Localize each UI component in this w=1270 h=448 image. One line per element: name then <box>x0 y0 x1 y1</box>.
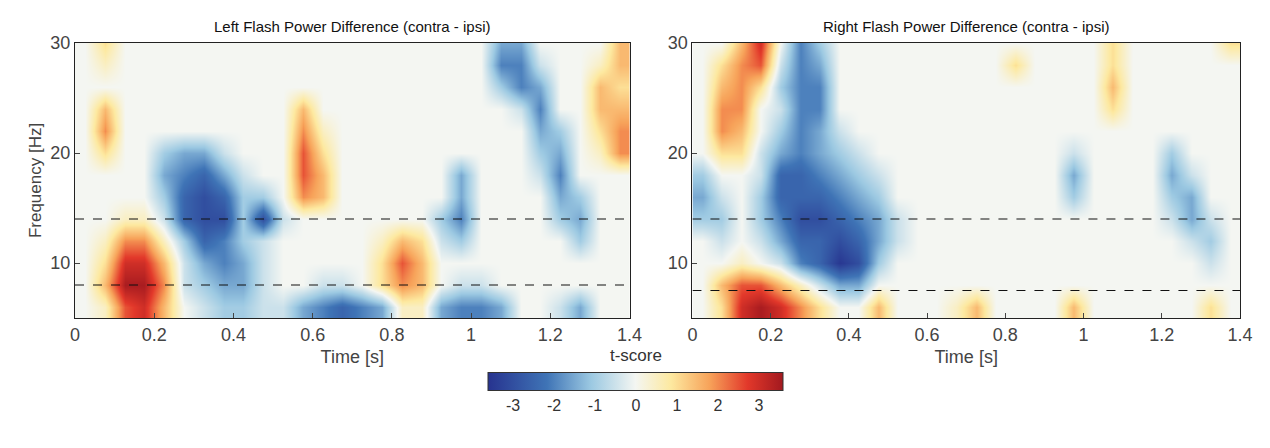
svg-text:30: 30 <box>668 33 688 53</box>
svg-text:1.2: 1.2 <box>1149 325 1174 345</box>
svg-text:20: 20 <box>50 143 70 163</box>
svg-text:Time [s]: Time [s] <box>321 347 384 367</box>
svg-text:0.8: 0.8 <box>379 325 404 345</box>
svg-text:0.2: 0.2 <box>142 325 167 345</box>
svg-text:2: 2 <box>713 397 722 414</box>
svg-text:20: 20 <box>668 143 688 163</box>
svg-text:-1: -1 <box>588 397 602 414</box>
svg-text:0.4: 0.4 <box>836 325 861 345</box>
svg-text:t-score: t-score <box>610 346 662 365</box>
svg-text:Frequency [Hz]: Frequency [Hz] <box>26 123 45 238</box>
svg-text:Right Flash Power Difference (: Right Flash Power Difference (contra - i… <box>823 18 1110 35</box>
svg-text:1: 1 <box>1079 325 1089 345</box>
svg-text:0: 0 <box>631 397 640 414</box>
svg-text:0.6: 0.6 <box>300 325 325 345</box>
svg-text:0.8: 0.8 <box>993 325 1018 345</box>
svg-text:0.4: 0.4 <box>221 325 246 345</box>
svg-text:1.4: 1.4 <box>617 325 642 345</box>
svg-text:-3: -3 <box>506 397 520 414</box>
svg-text:Time [s]: Time [s] <box>935 347 998 367</box>
svg-text:0.2: 0.2 <box>758 325 783 345</box>
svg-text:30: 30 <box>50 33 70 53</box>
svg-text:-2: -2 <box>547 397 561 414</box>
svg-text:0: 0 <box>70 325 80 345</box>
svg-text:10: 10 <box>50 253 70 273</box>
svg-text:1: 1 <box>466 325 476 345</box>
svg-text:1: 1 <box>672 397 681 414</box>
svg-text:0: 0 <box>687 325 697 345</box>
svg-text:Left Flash Power Difference (c: Left Flash Power Difference (contra - ip… <box>214 18 491 35</box>
svg-text:1.2: 1.2 <box>538 325 563 345</box>
svg-text:10: 10 <box>668 253 688 273</box>
svg-text:0.6: 0.6 <box>915 325 940 345</box>
svg-text:3: 3 <box>754 397 763 414</box>
svg-text:1.4: 1.4 <box>1227 325 1252 345</box>
